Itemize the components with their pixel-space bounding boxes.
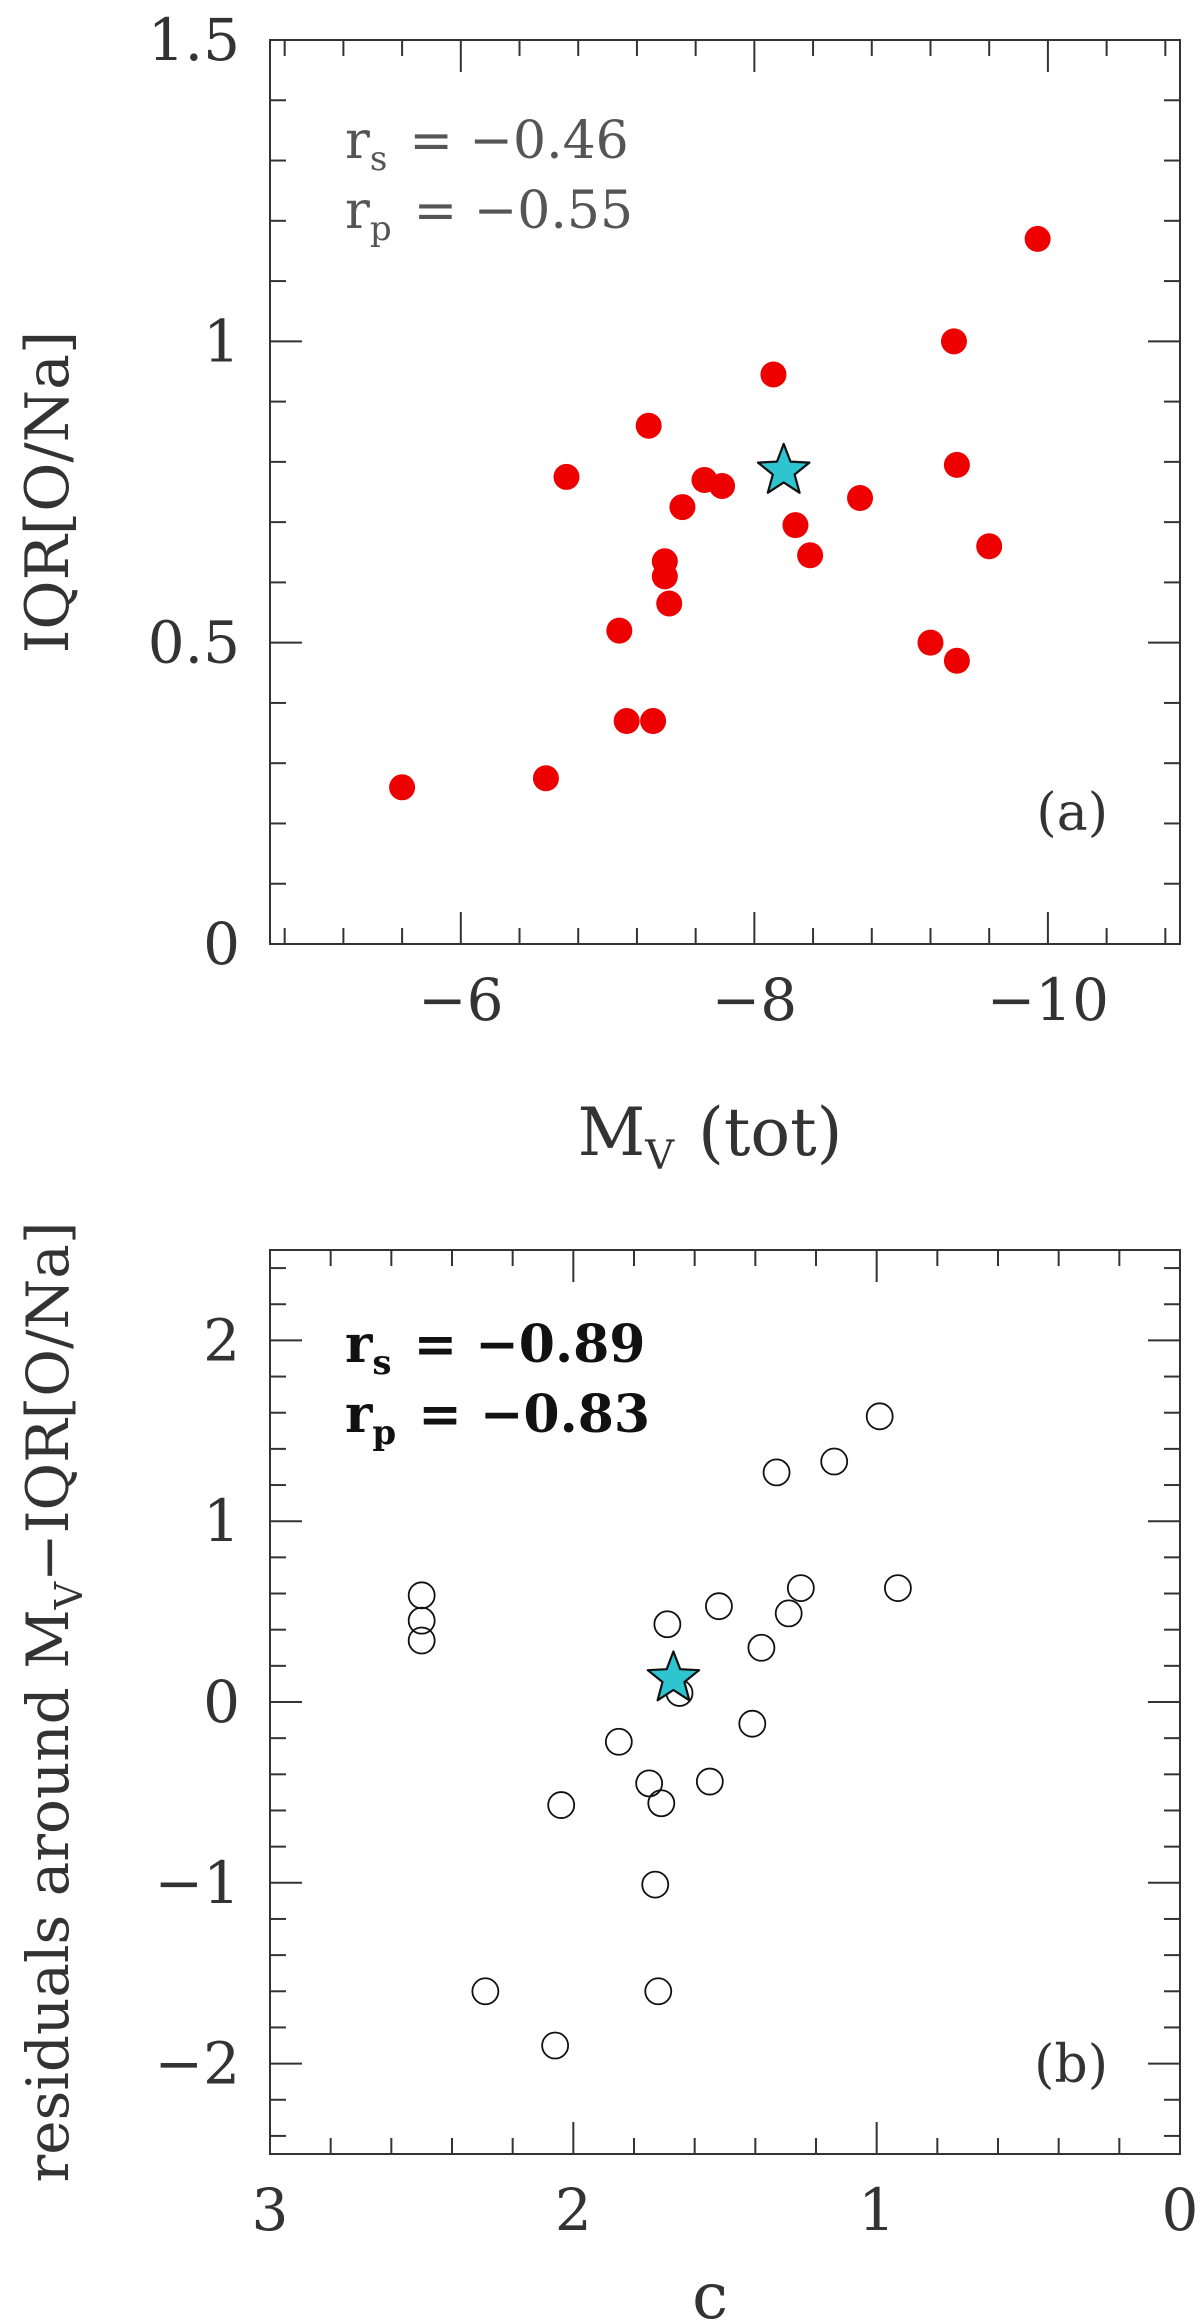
plot-frame-a	[269, 39, 1181, 945]
plot-frame-b	[269, 1249, 1181, 2155]
data-point	[1024, 225, 1051, 252]
data-point	[940, 328, 967, 355]
x-tick-label: 1	[858, 2176, 895, 2244]
data-point	[471, 1977, 500, 2006]
data-point	[407, 1626, 436, 1655]
data-point	[762, 1458, 791, 1487]
data-point	[641, 1870, 670, 1899]
stat-rp-a: rp = −0.55	[345, 181, 633, 249]
data-point	[820, 1447, 849, 1476]
data-point	[644, 1977, 673, 2006]
data-point	[976, 533, 1003, 560]
y-tick-label: −1	[155, 1849, 241, 1917]
x-tick-label: −6	[418, 966, 504, 1034]
tick-labels-a: −6 −8 −10 0 0.5 1 1.5	[148, 6, 1109, 1034]
x-axis-label-b: c	[692, 2260, 728, 2324]
data-point	[640, 708, 667, 735]
data-point	[613, 708, 640, 735]
y-tick-label: 1.5	[148, 6, 240, 74]
data-point	[532, 765, 559, 792]
data-point	[604, 1727, 633, 1756]
data-point	[541, 2031, 570, 2060]
highlight-star	[756, 442, 811, 494]
data-point	[709, 472, 736, 499]
data-point	[653, 1610, 682, 1639]
data-point	[943, 647, 970, 674]
y-tick-label: 1	[203, 307, 240, 375]
y-tick-label: 2	[203, 1306, 240, 1374]
data-point	[865, 1402, 894, 1431]
data-point	[884, 1574, 912, 1602]
data-point	[705, 1592, 733, 1621]
data-point	[656, 590, 683, 617]
y-tick-label: 0.5	[148, 609, 240, 677]
x-tick-label: −10	[987, 966, 1109, 1034]
data-point	[547, 1791, 576, 1819]
data-point	[407, 1581, 436, 1610]
stat-rs-a: rs = −0.46	[345, 111, 629, 179]
stat-rp-b: rp = −0.83	[345, 1384, 650, 1453]
data-point	[647, 1789, 676, 1818]
ticks-a	[270, 39, 1180, 945]
x-tick-label: 0	[1162, 2176, 1199, 2244]
points-a	[389, 225, 1051, 801]
data-point	[669, 494, 696, 521]
points-b	[407, 1402, 912, 2060]
data-point	[847, 485, 874, 512]
y-axis-label-a: IQR[O/Na]	[13, 331, 83, 654]
data-point	[635, 1769, 664, 1798]
x-tick-label: 2	[555, 2176, 592, 2244]
data-point	[553, 463, 580, 490]
panel-label-a: (a)	[1036, 783, 1108, 843]
y-tick-label: 1	[203, 1487, 240, 1555]
data-point	[747, 1633, 776, 1662]
data-point	[407, 1606, 436, 1635]
panel-b: 3 2 1 0 −2 −1 0 1 2 rs = −0.89 rp = −0.83 (b) c re…	[14, 1222, 1198, 2324]
data-point	[774, 1599, 803, 1628]
stat-rs-b: rs = −0.89	[345, 1314, 645, 1383]
data-point	[797, 542, 824, 569]
data-point	[695, 1767, 724, 1796]
data-point	[943, 451, 970, 478]
highlight-star	[646, 1650, 701, 1702]
y-axis-label-b: residuals around MV−IQR[O/Na]	[14, 1222, 91, 2183]
data-point	[606, 617, 633, 644]
data-point	[651, 563, 678, 590]
data-point	[782, 512, 809, 539]
x-axis-label-a: MV (tot)	[578, 1094, 843, 1179]
y-tick-label: −2	[155, 2030, 241, 2098]
x-tick-label: −8	[712, 966, 798, 1034]
x-tick-label: 3	[252, 2176, 289, 2244]
data-point	[760, 361, 787, 388]
y-tick-label: 0	[203, 910, 240, 978]
data-point	[917, 629, 944, 656]
data-point	[389, 774, 416, 801]
panel-label-b: (b)	[1034, 2035, 1108, 2095]
ticks-b	[269, 1250, 1181, 2154]
data-point	[738, 1709, 767, 1738]
data-point	[635, 412, 662, 439]
y-tick-label: 0	[203, 1668, 240, 1736]
tick-labels-b: 3 2 1 0 −2 −1 0 1 2	[155, 1306, 1199, 2244]
data-point	[786, 1574, 815, 1602]
